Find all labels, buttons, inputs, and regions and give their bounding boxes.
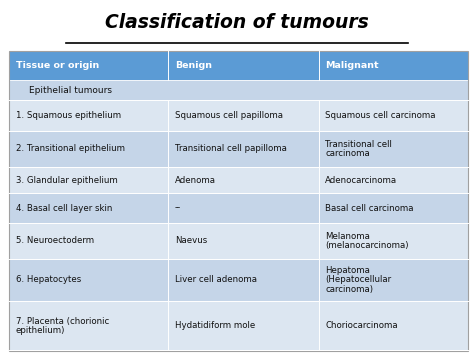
Text: 7. Placenta (chorionic: 7. Placenta (chorionic — [16, 317, 109, 326]
Text: Naevus: Naevus — [175, 236, 207, 245]
Text: 5. Neuroectoderm: 5. Neuroectoderm — [16, 236, 94, 245]
Text: Basal cell carcinoma: Basal cell carcinoma — [325, 203, 414, 213]
Text: Malignant: Malignant — [325, 61, 379, 70]
Text: Epithelial tumours: Epithelial tumours — [29, 86, 112, 94]
Text: carcinoma): carcinoma) — [325, 285, 373, 294]
Text: Classification of tumours: Classification of tumours — [105, 13, 369, 32]
Bar — [9, 167, 468, 193]
Text: Hepatoma: Hepatoma — [325, 266, 370, 275]
Text: epithelium): epithelium) — [16, 326, 65, 335]
Text: carcinoma: carcinoma — [325, 149, 370, 158]
Text: 2. Transitional epithelium: 2. Transitional epithelium — [16, 144, 125, 153]
Text: Adenocarcinoma: Adenocarcinoma — [325, 176, 397, 185]
Text: Transitional cell: Transitional cell — [325, 140, 392, 149]
Text: Benign: Benign — [175, 61, 212, 70]
Text: Liver cell adenoma: Liver cell adenoma — [175, 275, 257, 284]
Text: 1. Squamous epithelium: 1. Squamous epithelium — [16, 111, 121, 120]
Bar — [9, 193, 468, 223]
Text: 4. Basal cell layer skin: 4. Basal cell layer skin — [16, 203, 112, 213]
Text: (melanocarcinoma): (melanocarcinoma) — [325, 241, 409, 250]
Text: Squamous cell carcinoma: Squamous cell carcinoma — [325, 111, 436, 120]
Bar — [9, 100, 468, 131]
Bar — [9, 131, 468, 167]
Bar — [9, 51, 468, 80]
Bar — [9, 301, 468, 350]
Text: Squamous cell papilloma: Squamous cell papilloma — [175, 111, 283, 120]
Text: Choriocarcinoma: Choriocarcinoma — [325, 321, 398, 330]
Bar — [9, 51, 468, 351]
Text: Melanoma: Melanoma — [325, 231, 370, 241]
Bar — [9, 223, 468, 259]
Text: Hydatidiform mole: Hydatidiform mole — [175, 321, 255, 330]
Bar — [9, 259, 468, 301]
Text: 6. Hepatocytes: 6. Hepatocytes — [16, 275, 81, 284]
Text: Transitional cell papilloma: Transitional cell papilloma — [175, 144, 287, 153]
Bar — [9, 80, 468, 100]
Text: (Hepatocellular: (Hepatocellular — [325, 275, 392, 284]
Text: --: -- — [175, 203, 181, 213]
Text: Tissue or origin: Tissue or origin — [16, 61, 99, 70]
Text: 3. Glandular epithelium: 3. Glandular epithelium — [16, 176, 118, 185]
Text: Adenoma: Adenoma — [175, 176, 216, 185]
